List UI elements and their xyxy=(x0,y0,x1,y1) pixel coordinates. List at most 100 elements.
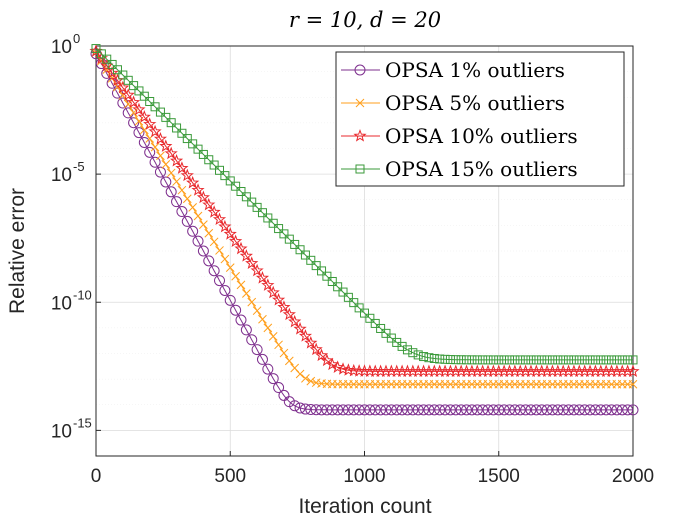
series-marker xyxy=(279,348,289,358)
series-marker xyxy=(218,219,232,233)
series-marker xyxy=(177,185,187,195)
series-marker xyxy=(537,355,547,365)
series-marker xyxy=(266,285,280,299)
series-marker xyxy=(91,44,101,54)
series-marker xyxy=(180,168,194,182)
series-marker xyxy=(284,356,294,366)
series-3 xyxy=(89,44,640,378)
series-marker xyxy=(234,241,248,255)
series-marker xyxy=(231,271,240,281)
series-marker xyxy=(199,220,208,229)
series-marker xyxy=(137,110,151,123)
series-marker xyxy=(149,156,161,168)
series-marker xyxy=(503,404,515,416)
series-marker xyxy=(353,404,365,416)
series-marker xyxy=(212,212,227,226)
series-marker xyxy=(166,118,176,128)
series-marker xyxy=(354,303,364,313)
series-marker xyxy=(370,318,380,328)
series-marker xyxy=(419,352,429,362)
series-marker xyxy=(590,355,600,365)
series-marker xyxy=(601,355,611,365)
series-marker xyxy=(123,75,133,85)
series-marker xyxy=(515,355,525,365)
series-marker xyxy=(198,149,208,159)
series-marker xyxy=(293,322,307,335)
series-marker xyxy=(214,275,226,287)
series-marker xyxy=(424,353,434,363)
series-marker xyxy=(301,373,310,383)
series-marker xyxy=(161,112,171,122)
series-marker xyxy=(365,313,375,323)
series-marker xyxy=(536,404,548,416)
series-marker xyxy=(246,334,258,346)
series-marker xyxy=(440,354,450,364)
series-marker xyxy=(188,203,198,212)
series-marker xyxy=(164,146,178,160)
series-marker xyxy=(546,404,558,416)
series-marker xyxy=(450,404,462,416)
series-marker xyxy=(245,256,259,269)
legend-marker xyxy=(353,129,367,142)
series-marker xyxy=(186,175,200,189)
series-marker xyxy=(153,132,168,145)
series-marker xyxy=(252,202,262,212)
series-marker xyxy=(182,194,192,204)
series-marker xyxy=(229,234,243,248)
legend-label: OPSA 5% outliers xyxy=(385,91,565,115)
series-marker xyxy=(521,355,531,365)
y-tick-exponent: -10 xyxy=(73,287,92,302)
series-marker xyxy=(118,70,128,80)
series-marker xyxy=(277,300,291,313)
series-marker xyxy=(541,404,553,416)
series-marker xyxy=(138,136,150,148)
series-marker xyxy=(247,297,257,307)
series-marker xyxy=(331,360,345,373)
plot-frame xyxy=(95,45,634,457)
legend-box xyxy=(335,51,625,187)
series-marker xyxy=(192,235,204,247)
series-marker xyxy=(156,151,165,161)
series-marker xyxy=(482,404,494,416)
series-marker xyxy=(284,234,294,244)
x-tick-label: 1500 xyxy=(478,466,520,487)
series-marker xyxy=(271,293,286,306)
series-marker xyxy=(520,404,532,416)
series-marker xyxy=(143,117,157,130)
series-marker xyxy=(191,183,205,196)
series-layer xyxy=(89,44,640,416)
series-marker xyxy=(251,344,263,356)
series-marker xyxy=(332,404,344,416)
series-marker xyxy=(202,197,216,211)
series-marker xyxy=(375,404,387,416)
series-marker xyxy=(215,165,225,175)
y-tick-label: 10 xyxy=(51,293,72,314)
series-marker xyxy=(472,355,482,365)
series-marker xyxy=(220,171,230,181)
series-marker xyxy=(471,404,483,416)
series-marker xyxy=(294,402,306,414)
series-marker xyxy=(316,404,328,416)
series-marker xyxy=(255,271,270,284)
series-marker xyxy=(360,308,369,318)
series-marker xyxy=(159,139,173,152)
series-marker xyxy=(462,355,472,365)
series-marker xyxy=(274,340,283,350)
series-marker xyxy=(616,404,628,416)
series-marker xyxy=(274,224,284,234)
series-marker xyxy=(235,314,247,326)
series-marker xyxy=(309,342,323,356)
series-marker xyxy=(306,255,316,265)
series-marker xyxy=(342,404,354,416)
x-tick-label: 500 xyxy=(214,466,246,487)
series-marker xyxy=(188,139,198,149)
series-marker xyxy=(531,355,541,365)
chart-title: r = 10, d = 20 xyxy=(289,8,441,32)
series-marker xyxy=(177,128,187,138)
y-axis-label: Relative error xyxy=(6,188,29,314)
series-marker xyxy=(225,263,235,273)
series-marker xyxy=(530,404,542,416)
series-marker xyxy=(429,353,439,363)
y-tick-exponent: -5 xyxy=(73,159,85,174)
